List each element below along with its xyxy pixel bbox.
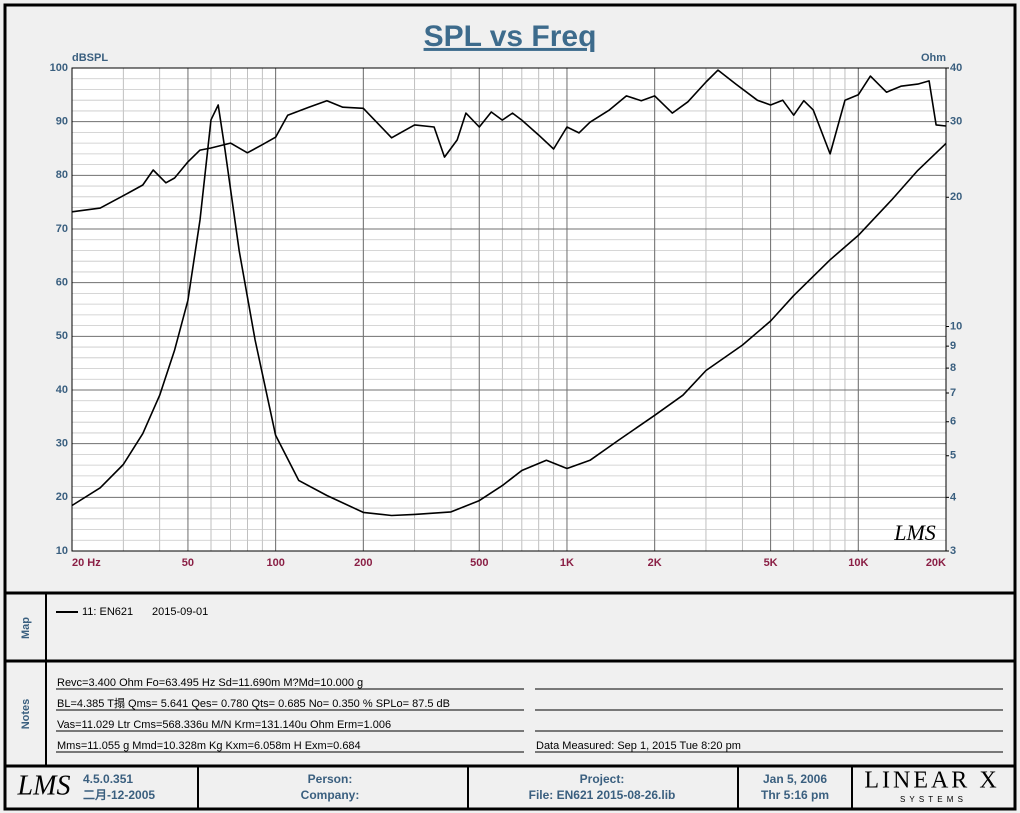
chart-logo: LMS [893, 520, 936, 545]
y-tick-label: 70 [56, 223, 68, 235]
y-tick-label: 60 [56, 277, 68, 289]
x-tick-label: 10K [848, 557, 868, 569]
series-line [71, 104, 947, 517]
legend-label: 11: EN621 [82, 606, 133, 618]
x-tick-label: 200 [354, 557, 372, 569]
note-line: BL=4.385 T搨 Qms= 5.641 Qes= 0.780 Qts= 0… [57, 696, 450, 710]
y2-tick-label: 6 [950, 416, 956, 428]
time: Thr 5:16 pm [761, 788, 829, 802]
map-label: Map [20, 617, 32, 639]
y2-tick-label: 4 [950, 491, 957, 503]
grid [71, 67, 947, 552]
x-tick-label: 1K [560, 557, 574, 569]
measured: Data Measured: Sep 1, 2015 Tue 8:20 pm [536, 740, 741, 752]
date: Jan 5, 2006 [763, 772, 827, 786]
y-tick-label: 10 [56, 545, 68, 557]
y2-tick-label: 10 [950, 320, 962, 332]
y-tick-label: 50 [56, 330, 68, 342]
outer-frame [3, 3, 1017, 811]
company: Company: [301, 788, 360, 802]
y-tick-label: 80 [56, 169, 68, 181]
x-tick-label: 5K [764, 557, 778, 569]
y2-tick-label: 40 [950, 62, 962, 74]
build-date: 二月-12-2005 [83, 788, 155, 802]
x-tick-label: 100 [266, 557, 284, 569]
y2-tick-label: 5 [950, 450, 956, 462]
x-tick-label: 20K [926, 557, 946, 569]
footer-logo: LMS [17, 770, 71, 801]
person: Person: [308, 772, 353, 786]
y2-tick-label: 20 [950, 191, 962, 203]
y-tick-label: 90 [56, 116, 68, 128]
y2-tick-label: 30 [950, 116, 962, 128]
note-line: Mms=11.055 g Mmd=10.328m Kg Kxm=6.058m H… [57, 740, 361, 752]
footer: LMS 4.5.0.351 二月-12-2005 Person: Company… [17, 766, 999, 809]
x-tick-label: 500 [470, 557, 488, 569]
notes-label: Notes [20, 699, 32, 730]
note-line: Vas=11.029 Ltr Cms=568.336u M/N Krm=131.… [57, 719, 391, 731]
y-tick-label: 40 [56, 384, 68, 396]
series-line [71, 69, 947, 213]
notes: Revc=3.400 Ohm Fo=63.495 Hz Sd=11.690m M… [56, 677, 1003, 753]
file: File: EN621 2015-08-26.lib [529, 788, 676, 802]
x-tick-label: 20 Hz [72, 557, 101, 569]
brand-sub: S Y S T E M S [900, 795, 964, 804]
y-tick-label: 20 [56, 491, 68, 503]
y2-tick-label: 9 [950, 340, 956, 352]
y2-tick-label: 8 [950, 362, 956, 374]
x-tick-label: 50 [182, 557, 194, 569]
brand: LINEAR X [864, 768, 999, 794]
legend-date: 2015-09-01 [152, 606, 208, 618]
x-tick-label: 2K [648, 557, 662, 569]
version: 4.5.0.351 [83, 772, 133, 786]
y-tick-label: 30 [56, 438, 68, 450]
y2-tick-label: 3 [950, 545, 956, 557]
y-axis-label: dBSPL [72, 52, 108, 64]
chart-title: SPL vs Freq [424, 20, 597, 53]
y2-axis-label: Ohm [921, 52, 946, 64]
plot-frame [71, 67, 947, 552]
y-tick-label: 100 [50, 62, 68, 74]
project: Project: [580, 772, 625, 786]
y2-tick-label: 7 [950, 387, 956, 399]
note-line: Revc=3.400 Ohm Fo=63.495 Hz Sd=11.690m M… [57, 677, 363, 689]
plot-area [72, 68, 946, 551]
